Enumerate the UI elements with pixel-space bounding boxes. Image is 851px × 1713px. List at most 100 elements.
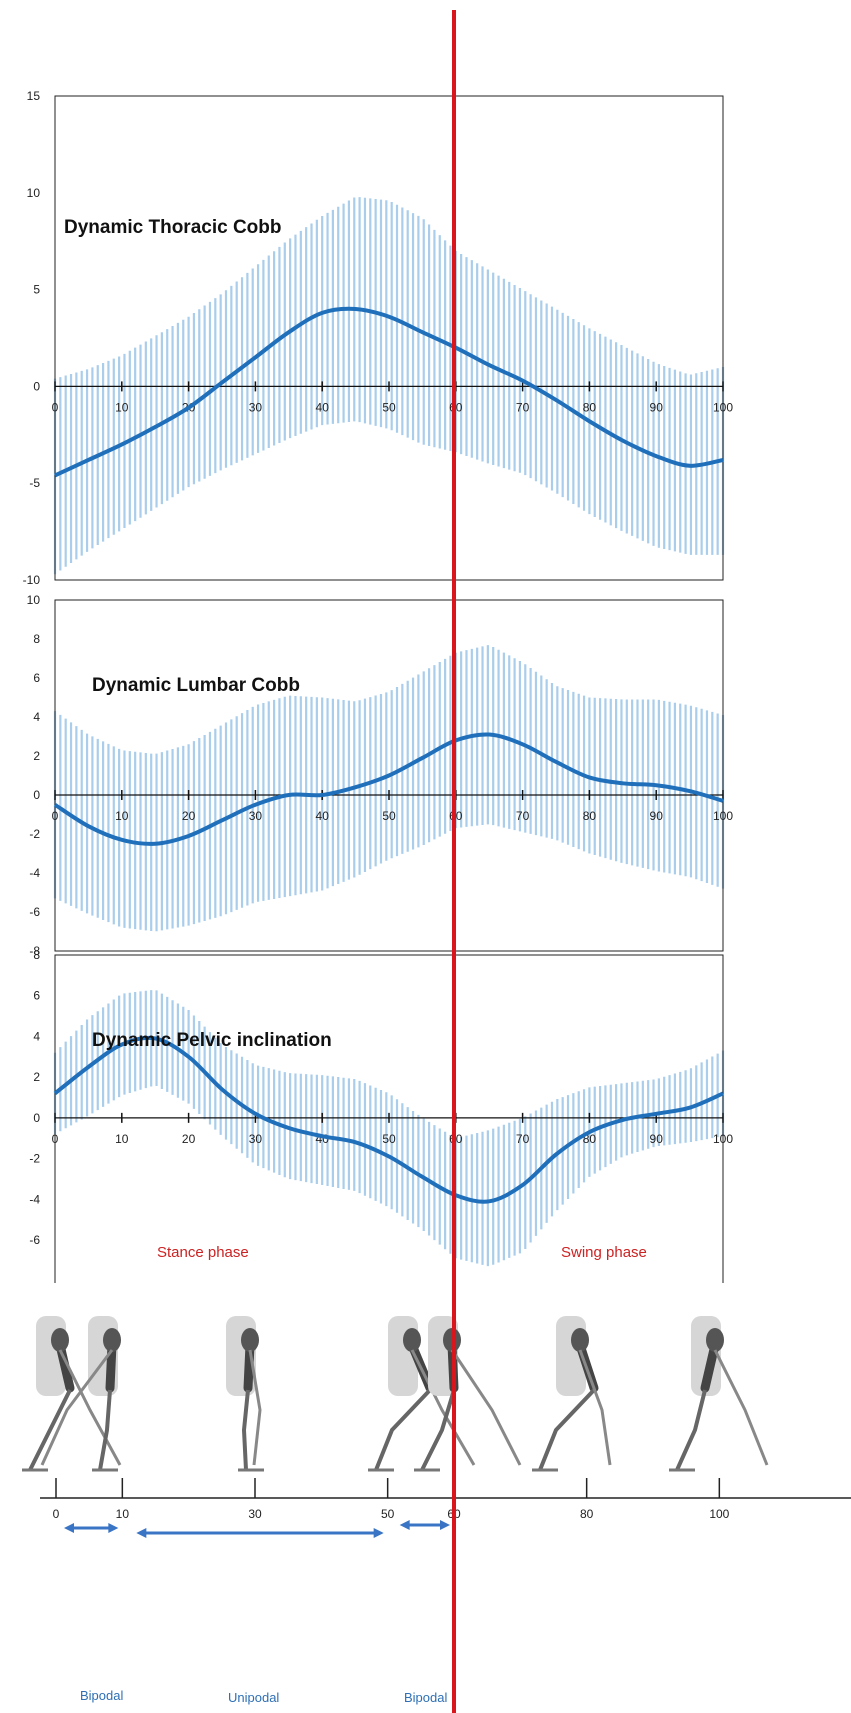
- leg-a: [675, 1389, 707, 1471]
- pelvis: [241, 1328, 259, 1352]
- leg-b: [40, 1349, 114, 1466]
- leg-b: [410, 1349, 476, 1466]
- leg-a: [538, 1388, 596, 1471]
- y-tick-label: 4: [33, 1029, 40, 1043]
- x-tick-label: 100: [713, 809, 733, 823]
- y-tick-label: -10: [23, 573, 41, 587]
- x-tick-label: 30: [249, 809, 263, 823]
- y-tick-label: -5: [29, 476, 40, 490]
- y-tick-label: 6: [33, 671, 40, 685]
- gait-tick-label: 0: [53, 1507, 60, 1521]
- y-tick-label: 0: [33, 788, 40, 802]
- x-tick-label: 70: [516, 1132, 530, 1146]
- pelvis: [103, 1328, 121, 1352]
- x-tick-label: 10: [115, 809, 129, 823]
- unipodal-label: Unipodal: [228, 1690, 279, 1705]
- y-tick-label: 8: [33, 632, 40, 646]
- leg-b: [578, 1349, 612, 1466]
- leg-b: [248, 1349, 262, 1466]
- x-tick-label: 70: [516, 400, 530, 414]
- x-tick-label: 0: [52, 1132, 59, 1146]
- gait-tick-label: 80: [580, 1507, 594, 1521]
- leg-b: [713, 1349, 769, 1466]
- pelvic-mean-line: [53, 1035, 724, 1204]
- leg-a: [98, 1389, 112, 1471]
- unipodal-arrow-head-left: [136, 1528, 147, 1538]
- gait-skeleton: [532, 1316, 612, 1472]
- bipodal-arrow-1-head-right: [108, 1523, 119, 1533]
- gait-skeleton: [22, 1316, 122, 1472]
- y-tick-label: 0: [33, 379, 40, 393]
- x-tick-label: 90: [650, 400, 664, 414]
- lumbar-mean-line: [53, 732, 724, 846]
- x-tick-label: 10: [115, 400, 129, 414]
- gait-tick-label: 50: [381, 1507, 395, 1521]
- x-tick-label: 20: [182, 1132, 196, 1146]
- y-tick-label: 0: [33, 1111, 40, 1125]
- gait-skeleton: [40, 1316, 121, 1472]
- bipodal-arrow-2-head-right: [440, 1520, 450, 1530]
- gait-skeleton: [669, 1316, 769, 1472]
- x-tick-label: 90: [650, 1132, 664, 1146]
- y-tick-label: -2: [29, 1152, 40, 1166]
- swing-phase-label: Swing phase: [561, 1244, 647, 1261]
- y-tick-label: 10: [27, 186, 41, 200]
- bipodal-label-2: Bipodal: [404, 1690, 447, 1705]
- y-tick-label: -2: [29, 827, 40, 841]
- y-tick-label: 15: [27, 89, 41, 103]
- x-tick-label: 50: [382, 1132, 396, 1146]
- x-tick-label: 100: [713, 400, 733, 414]
- x-tick-label: 0: [52, 809, 59, 823]
- x-tick-label: 50: [382, 809, 396, 823]
- thoracic-plot-frame: [54, 95, 724, 581]
- gait-tick-label: 30: [248, 1507, 262, 1521]
- x-tick-label: 40: [316, 809, 330, 823]
- lumbar-plot-frame: [54, 599, 724, 952]
- leg-a: [420, 1389, 456, 1471]
- leg-a: [374, 1388, 432, 1471]
- femur-upper: [700, 1340, 720, 1393]
- stance-phase-label: Stance phase: [157, 1244, 249, 1261]
- x-tick-label: 0: [52, 400, 59, 414]
- x-tick-label: 20: [182, 809, 196, 823]
- y-tick-label: -6: [29, 1233, 40, 1247]
- x-tick-label: 40: [316, 400, 330, 414]
- y-tick-label: 10: [27, 593, 41, 607]
- thoracic-chart-title: Dynamic Thoracic Cobb: [64, 217, 282, 238]
- pelvis: [403, 1328, 421, 1352]
- gait-tick-label: 10: [116, 1507, 130, 1521]
- x-tick-label: 80: [583, 809, 597, 823]
- x-tick-label: 80: [583, 400, 597, 414]
- pelvic-chart-title: Dynamic Pelvic inclination: [92, 1030, 332, 1051]
- leg-a: [28, 1389, 72, 1471]
- x-tick-label: 30: [249, 1132, 263, 1146]
- y-tick-label: -4: [29, 866, 40, 880]
- y-tick-label: 6: [33, 989, 40, 1003]
- x-tick-label: 50: [382, 400, 396, 414]
- x-tick-label: 90: [650, 809, 664, 823]
- gait-cycle-illustrations: [22, 1316, 769, 1472]
- leg-b: [450, 1349, 522, 1466]
- y-tick-label: 2: [33, 1070, 40, 1084]
- bipodal-arrow-1-head-left: [64, 1523, 74, 1533]
- gait-tick-label: 100: [709, 1507, 729, 1521]
- gait-skeleton: [368, 1316, 476, 1472]
- x-tick-label: 30: [249, 400, 263, 414]
- pelvis: [51, 1328, 69, 1352]
- pelvis: [571, 1328, 589, 1352]
- y-tick-label: 2: [33, 749, 40, 763]
- y-tick-label: -4: [29, 1192, 40, 1206]
- y-tick-label: -6: [29, 905, 40, 919]
- thoracic-mean-line: [54, 306, 724, 478]
- x-tick-label: 100: [713, 1132, 733, 1146]
- bipodal-label-1: Bipodal: [80, 1688, 123, 1703]
- leg-b: [58, 1349, 122, 1466]
- pelvis: [706, 1328, 724, 1352]
- bipodal-arrow-2-head-left: [399, 1520, 410, 1530]
- x-tick-label: 10: [115, 1132, 129, 1146]
- y-tick-label: 4: [33, 710, 40, 724]
